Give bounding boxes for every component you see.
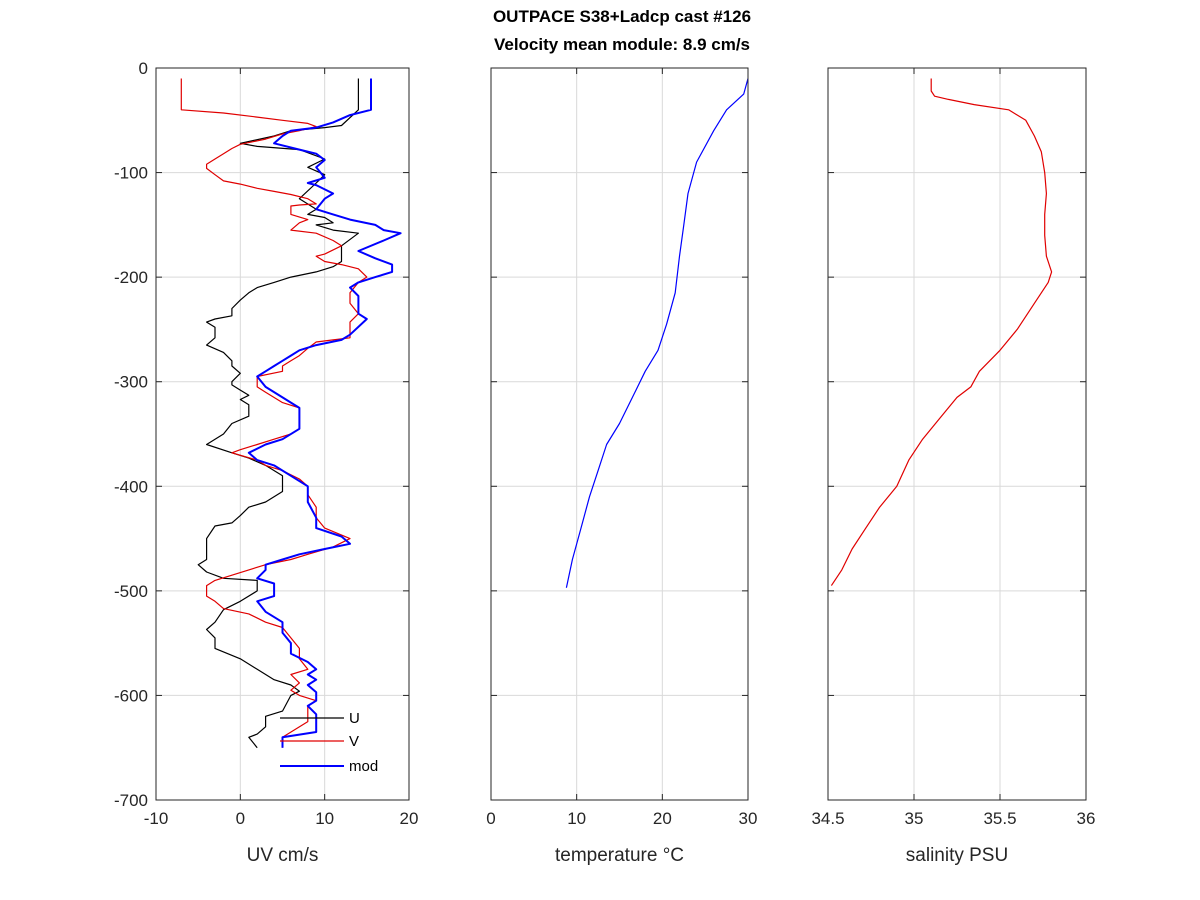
y-tick-label: -400 xyxy=(114,477,148,496)
plot-area xyxy=(491,68,748,800)
panel-3: 34.5 35 35.5 36 salinity PSU xyxy=(811,67,1096,866)
x-axis-label: UV cm/s xyxy=(247,845,319,866)
x-tick-label: 34.5 xyxy=(811,809,844,828)
legend-label-u: U xyxy=(349,710,360,727)
series-line-v xyxy=(180,78,368,748)
series-line-temperature xyxy=(565,78,749,588)
plot-area xyxy=(156,68,409,800)
axes-box xyxy=(490,67,749,801)
x-axis-label: temperature °C xyxy=(555,845,684,866)
y-tick-label: -100 xyxy=(114,164,148,183)
panel-2: 0 10 20 30 temperature °C xyxy=(486,67,758,866)
figure-title: OUTPACE S38+Ladcp cast #126 xyxy=(493,7,751,26)
panels: -10 0 10 20-700-600-500-400-300-200-1000UV … xyxy=(114,59,1095,866)
y-tick-label: 0 xyxy=(139,59,148,78)
y-tick-label: -500 xyxy=(114,582,148,601)
y-tick-label: -200 xyxy=(114,268,148,287)
series-line-salinity xyxy=(830,78,1053,586)
x-tick-label: -10 xyxy=(144,809,169,828)
x-tick-label: 30 xyxy=(739,809,758,828)
x-tick-label: 36 xyxy=(1077,809,1096,828)
x-axis-label: salinity PSU xyxy=(906,845,1008,866)
y-tick-label: -600 xyxy=(114,686,148,705)
x-tick-label: 20 xyxy=(400,809,419,828)
series-line-mod xyxy=(247,78,402,748)
x-tick-label: 10 xyxy=(567,809,586,828)
legend-label-mod: mod xyxy=(349,758,378,775)
x-tick-label: 10 xyxy=(315,809,334,828)
x-tick-label: 0 xyxy=(236,809,245,828)
x-tick-label: 20 xyxy=(653,809,672,828)
y-tick-label: -300 xyxy=(114,373,148,392)
x-tick-label: 35.5 xyxy=(983,809,1016,828)
axes-box xyxy=(827,67,1087,801)
plot-area xyxy=(828,68,1086,800)
panel-1: -10 0 10 20-700-600-500-400-300-200-1000UV … xyxy=(114,59,418,866)
legend-label-v: V xyxy=(349,733,359,750)
x-tick-label: 35 xyxy=(905,809,924,828)
series-line-u xyxy=(197,78,359,749)
x-tick-label: 0 xyxy=(486,809,495,828)
axes-box xyxy=(155,67,410,801)
figure-subtitle: Velocity mean module: 8.9 cm/s xyxy=(494,35,750,54)
y-tick-label: -700 xyxy=(114,791,148,810)
